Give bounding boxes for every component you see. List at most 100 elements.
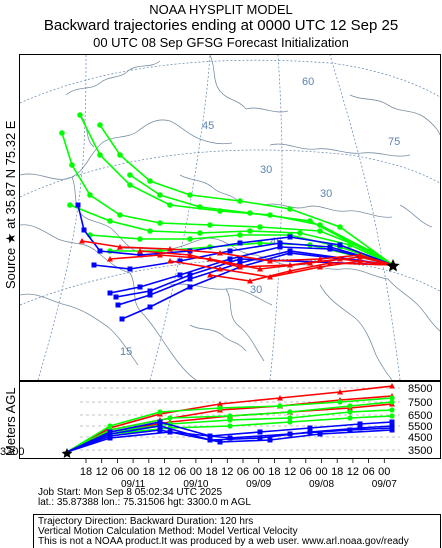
height-trajectory-marker bbox=[217, 401, 223, 407]
time-tick-label: 00 bbox=[127, 466, 139, 478]
time-tick-label: 06 bbox=[174, 466, 186, 478]
trajectory-marker bbox=[137, 248, 143, 254]
trajectory-marker bbox=[237, 198, 243, 204]
trajectory-line bbox=[99, 124, 394, 266]
grid-label: 75 bbox=[388, 136, 400, 148]
height-trajectory-marker bbox=[227, 417, 233, 423]
model-title: NOAA HYSPLIT MODEL bbox=[149, 2, 293, 17]
trajectory-marker bbox=[177, 272, 183, 278]
trajectory-marker bbox=[127, 266, 133, 272]
height-trajectory-marker bbox=[287, 409, 293, 415]
height-trajectory-marker bbox=[389, 399, 395, 405]
trajectory-marker bbox=[287, 234, 293, 240]
trajectory-marker bbox=[237, 232, 243, 238]
trajectory-marker bbox=[107, 290, 113, 296]
trajectory-marker bbox=[117, 212, 123, 218]
trajectory-line bbox=[61, 132, 394, 266]
height-trajectory-marker bbox=[389, 425, 395, 431]
disclaimer: This is not a NOAA product.It was produc… bbox=[38, 536, 409, 547]
height-svg: 8500 7500 6500 5500 4500 3500 bbox=[61, 383, 432, 458]
trajectory-marker bbox=[337, 242, 343, 248]
trajectory-marker bbox=[147, 228, 153, 234]
trajectory-map: 60 45 30 75 45 30 30 15 bbox=[19, 54, 441, 381]
time-tick-label: 06 bbox=[362, 466, 374, 478]
trajectory-marker bbox=[237, 240, 243, 246]
height-trajectory-marker bbox=[389, 419, 395, 425]
time-tick-label: 12 bbox=[96, 466, 108, 478]
height-trajectory-marker bbox=[347, 415, 353, 421]
height-trajectory-marker bbox=[157, 423, 163, 429]
height-trajectory-line bbox=[66, 421, 393, 453]
height-trajectory-marker bbox=[287, 415, 293, 421]
trajectory-marker bbox=[247, 210, 253, 216]
trajectory-marker bbox=[307, 218, 313, 224]
height-trajectory-marker bbox=[277, 403, 283, 409]
trajectory-line bbox=[79, 114, 394, 266]
trajectory-marker bbox=[207, 272, 213, 278]
trajectory-marker bbox=[327, 260, 333, 266]
grid-label: 60 bbox=[302, 76, 314, 88]
trajectory-marker bbox=[357, 254, 363, 260]
trajectory-marker bbox=[247, 228, 253, 234]
source-height-label: 3300 bbox=[0, 446, 25, 458]
height-y-tick-labels: 8500 7500 6500 5500 4500 3500 bbox=[408, 383, 432, 457]
height-trajectories bbox=[66, 383, 395, 453]
trajectory-marker bbox=[115, 302, 121, 308]
trajectory-marker bbox=[197, 204, 203, 210]
trajectory-marker bbox=[277, 244, 283, 250]
trajectory-marker bbox=[187, 272, 193, 278]
height-trajectory-marker bbox=[389, 395, 395, 401]
trajectory-line bbox=[117, 250, 394, 306]
height-tick-label: 4500 bbox=[408, 432, 432, 444]
trajectory-marker bbox=[247, 278, 253, 284]
trajectory-marker bbox=[107, 256, 113, 262]
vertical-motion: Vertical Motion Calculation Method: Mode… bbox=[38, 526, 298, 537]
trajectory-marker bbox=[337, 256, 343, 262]
trajectory-line bbox=[81, 240, 394, 266]
trajectory-marker bbox=[237, 260, 243, 266]
grid-label: 15 bbox=[120, 346, 132, 358]
trajectory-marker bbox=[197, 230, 203, 236]
height-trajectory-marker bbox=[257, 435, 263, 441]
trajectory-marker bbox=[357, 258, 363, 264]
trajectory-line bbox=[139, 250, 394, 268]
time-tick-label: 06 bbox=[237, 466, 249, 478]
height-profile-panel: 8500 7500 6500 5500 4500 3500 bbox=[19, 381, 441, 459]
trajectory-marker bbox=[157, 192, 163, 198]
trajectory-marker bbox=[287, 250, 293, 256]
trajectory-marker bbox=[119, 316, 125, 322]
height-tick-label: 6500 bbox=[408, 410, 432, 422]
trajectory-marker bbox=[91, 262, 97, 268]
trajectory-marker bbox=[137, 252, 143, 258]
trajectory-marker bbox=[257, 266, 263, 272]
height-tick-label: 7500 bbox=[408, 397, 432, 409]
grid-label: 30 bbox=[250, 284, 262, 296]
trajectory-marker bbox=[187, 236, 193, 242]
source-location-label: Source ★ at 35.87 N 75.32 E bbox=[3, 120, 18, 289]
trajectory-marker bbox=[187, 284, 193, 290]
height-trajectory-marker bbox=[337, 399, 343, 405]
trajectory-marker bbox=[97, 152, 103, 158]
trajectory-marker bbox=[157, 220, 163, 226]
time-tick-label: 00 bbox=[378, 466, 390, 478]
trajectory-marker bbox=[75, 202, 81, 208]
height-trajectory-marker bbox=[347, 409, 353, 415]
grid-label: 30 bbox=[320, 188, 332, 200]
time-tick-label: 18 bbox=[205, 466, 217, 478]
height-trajectory-marker bbox=[287, 419, 293, 425]
date-label: 09/08 bbox=[309, 479, 334, 490]
job-start: Job Start: Mon Sep 8 05:02:34 UTC 2025 bbox=[38, 487, 222, 498]
height-trajectory-marker bbox=[157, 419, 163, 425]
time-tick-label: 00 bbox=[315, 466, 327, 478]
time-tick-label: 00 bbox=[253, 466, 265, 478]
map-svg: 60 45 30 75 45 30 30 15 bbox=[19, 54, 441, 381]
trajectory-marker bbox=[127, 182, 133, 188]
trajectory-marker bbox=[147, 304, 153, 310]
trajectory-marker bbox=[77, 112, 83, 118]
grid-labels: 60 45 30 75 45 30 30 15 bbox=[120, 76, 400, 358]
time-tick-label: 12 bbox=[347, 466, 359, 478]
source-star-icon bbox=[386, 259, 400, 272]
trajectory-marker bbox=[167, 258, 173, 264]
trajectory-marker bbox=[257, 224, 263, 230]
height-trajectory-marker bbox=[157, 409, 163, 415]
